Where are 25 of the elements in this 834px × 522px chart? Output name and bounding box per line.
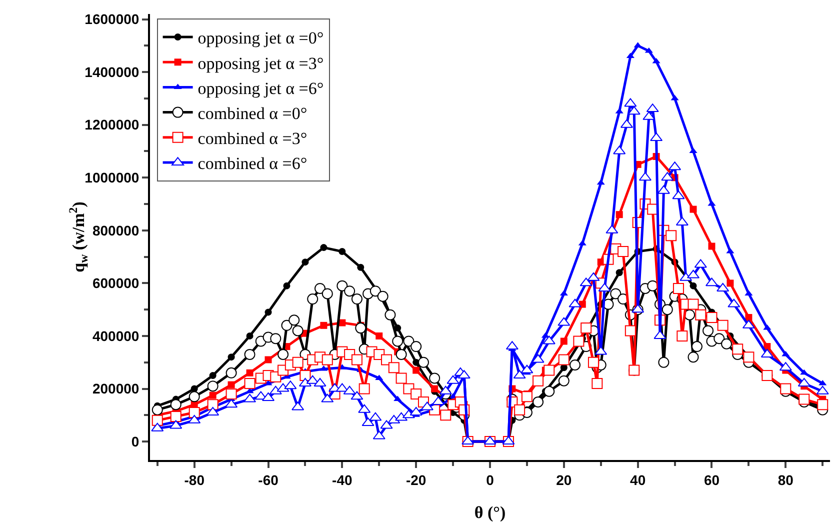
y-tick-label: 600000 [92,275,140,292]
x-tick-label: -40 [332,472,352,488]
x-tick-label: -20 [406,472,426,488]
x-tick-label: 20 [556,472,572,488]
x-axis-title: θ (°) [474,503,506,522]
x-tick-label: 80 [778,472,794,488]
y-tick-label: 1400000 [84,64,140,80]
legend-label: combined α =6° [198,154,308,174]
y-tick-label: 400000 [92,328,140,344]
x-tick-label: -80 [184,472,205,488]
x-tick-label: 60 [704,472,720,488]
legend-label: opposing jet α =0° [198,28,324,48]
x-tick-label: 40 [630,472,646,488]
legend-label: combined α =0° [198,104,308,123]
y-tick-label: 1000000 [84,170,140,186]
y-tick-label: 0 [131,433,140,450]
y-tick-label: 1600000 [84,11,140,28]
y-tick-label: 1200000 [84,116,140,133]
x-tick-label: 0 [486,472,494,488]
legend-label: opposing jet α =3° [198,54,324,73]
y-tick-label: 800000 [92,222,140,238]
legend-label: opposing jet α =6° [198,78,324,98]
y-tick-label: 200000 [92,380,140,397]
legend-label: combined α =3° [198,129,308,148]
x-tick-label: -60 [258,472,279,488]
